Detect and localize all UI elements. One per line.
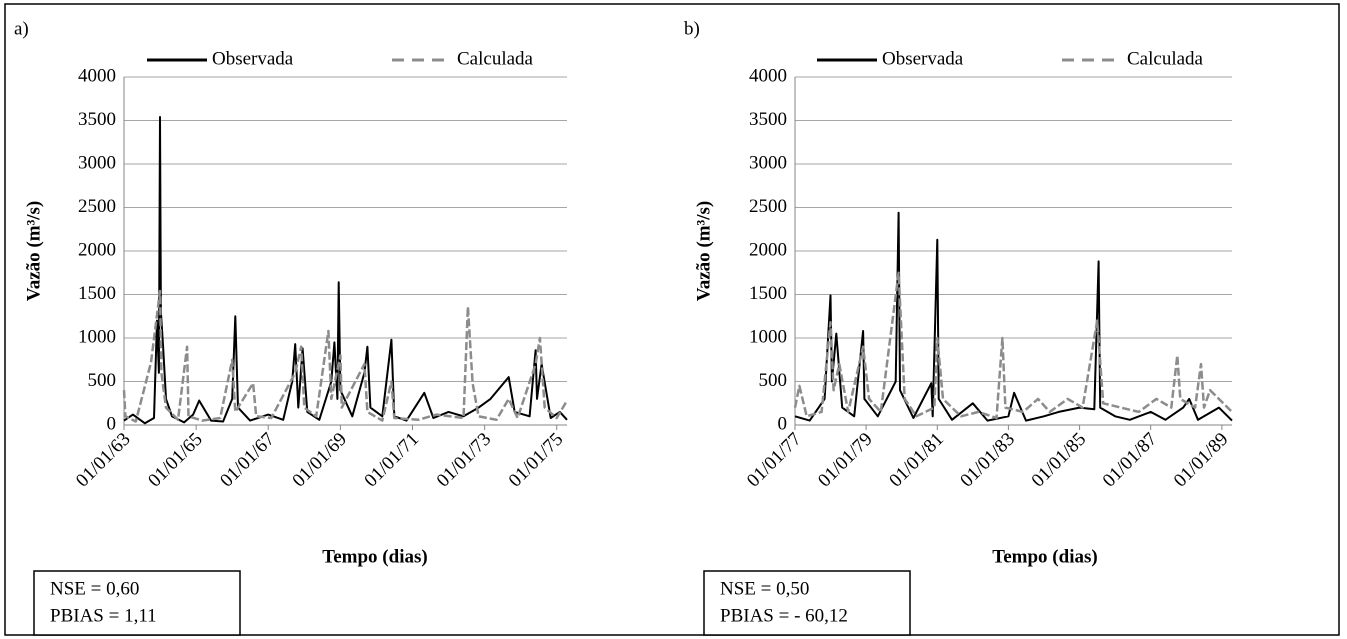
y-tick-label: 3500: [78, 109, 116, 130]
y-tick-label: 4000: [78, 65, 116, 86]
y-tick-label: 500: [759, 370, 788, 391]
y-axis-title: Vazão (m³/s): [693, 201, 714, 302]
legend-label: Calculada: [457, 48, 534, 69]
figure-border: [4, 3, 1340, 636]
y-tick-label: 3000: [749, 152, 787, 173]
data-line: [793, 271, 1233, 420]
y-tick-label: 3000: [78, 152, 116, 173]
y-tick-label: 2000: [78, 239, 116, 260]
panel-label: a): [14, 18, 29, 39]
y-axis-title: Vazão (m³/s): [23, 201, 44, 302]
legend-label: Observada: [882, 48, 964, 69]
panel-label: b): [684, 18, 700, 39]
data-line: [123, 116, 568, 425]
x-axis-title: Tempo (dias): [992, 546, 1097, 567]
x-axis-title: Tempo (dias): [322, 546, 427, 567]
y-tick-label: 1000: [78, 326, 116, 347]
y-tick-label: 2500: [78, 196, 116, 217]
y-tick-label: 2500: [749, 196, 787, 217]
stats-text: PBIAS = - 60,12: [720, 605, 848, 626]
y-tick-label: 0: [778, 413, 788, 434]
y-tick-label: 1500: [78, 283, 116, 304]
y-tick-label: 4000: [749, 65, 787, 86]
y-tick-label: 2000: [749, 239, 787, 260]
data-line: [122, 289, 569, 423]
y-tick-label: 500: [88, 370, 117, 391]
legend-label: Observada: [212, 48, 294, 69]
y-tick-label: 1000: [749, 326, 787, 347]
legend-label: Calculada: [1127, 48, 1204, 69]
y-tick-label: 1500: [749, 283, 787, 304]
y-tick-label: 0: [107, 413, 117, 434]
stats-text: PBIAS = 1,11: [50, 605, 157, 626]
stats-box: [33, 570, 241, 636]
y-tick-label: 3500: [749, 109, 787, 130]
stats-text: NSE = 0,60: [50, 578, 139, 599]
stats-box: [703, 570, 911, 636]
stats-text: NSE = 0,50: [720, 578, 809, 599]
